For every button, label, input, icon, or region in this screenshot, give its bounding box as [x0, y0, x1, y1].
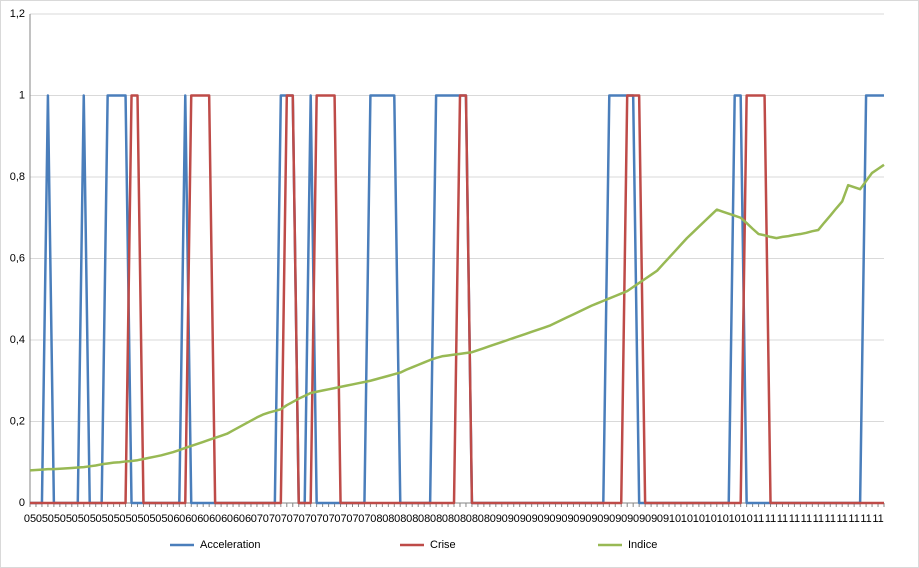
y-tick-label: 0,2	[10, 415, 25, 427]
x-tick-label: 06	[227, 513, 239, 525]
series-line	[30, 94, 884, 505]
x-tick-label: 05	[143, 513, 155, 525]
x-tick-label: 11	[789, 513, 800, 525]
x-tick-label: 07	[299, 513, 311, 525]
x-tick-label: 06	[215, 513, 227, 525]
x-tick-label: 05	[24, 513, 36, 525]
x-tick-label: 06	[203, 513, 215, 525]
x-tick-label: 07	[263, 513, 275, 525]
y-tick-label: 0,6	[10, 252, 25, 264]
x-tick-label: 08	[370, 513, 382, 525]
x-tick-label: 09	[573, 513, 585, 525]
series-line	[29, 163, 885, 472]
x-tick-label: 06	[179, 513, 191, 525]
x-tick-label: 05	[119, 513, 131, 525]
legend-label: Crise	[430, 539, 456, 551]
y-tick-label: 1	[19, 89, 25, 101]
x-tick-label: 05	[107, 513, 119, 525]
x-tick-label: 08	[406, 513, 418, 525]
x-tick-label: 11	[825, 513, 836, 525]
x-tick-label: 08	[466, 513, 478, 525]
x-tick-label: 08	[478, 513, 490, 525]
x-tick-label: 09	[645, 513, 657, 525]
x-tick-label: 07	[358, 513, 370, 525]
legend-label: Indice	[628, 539, 657, 551]
x-tick-label: 11	[765, 513, 776, 525]
x-tick-label: 06	[167, 513, 179, 525]
x-tick-label: 10	[729, 513, 741, 525]
x-tick-label: 09	[609, 513, 621, 525]
x-tick-label: 07	[346, 513, 358, 525]
x-tick-label: 08	[454, 513, 466, 525]
x-tick-label: 11	[777, 513, 788, 525]
x-tick-label: 09	[585, 513, 597, 525]
x-tick-label: 11	[813, 513, 824, 525]
x-tick-label: 09	[526, 513, 538, 525]
x-tick-label: 09	[621, 513, 633, 525]
x-tick-label: 10	[693, 513, 705, 525]
x-tick-label: 11	[836, 513, 847, 525]
x-tick-label: 09	[561, 513, 573, 525]
x-tick-label: 07	[251, 513, 263, 525]
x-tick-label: 06	[239, 513, 251, 525]
x-tick-label: 05	[131, 513, 143, 525]
x-tick-label: 09	[490, 513, 502, 525]
x-tick-label: 05	[155, 513, 167, 525]
x-tick-label: 11	[860, 513, 871, 525]
x-tick-label: 09	[537, 513, 549, 525]
x-tick-label: 08	[382, 513, 394, 525]
x-tick-label: 08	[394, 513, 406, 525]
y-tick-label: 0,4	[10, 334, 25, 346]
x-tick-label: 10	[717, 513, 729, 525]
x-tick-label: 05	[60, 513, 72, 525]
x-tick-label: 11	[753, 513, 764, 525]
x-tick-label: 05	[72, 513, 84, 525]
y-tick-label: 1,2	[10, 8, 25, 20]
x-tick-label: 09	[597, 513, 609, 525]
x-tick-label: 09	[633, 513, 645, 525]
x-tick-label: 05	[48, 513, 60, 525]
x-tick-label: 07	[334, 513, 346, 525]
x-tick-label: 11	[848, 513, 859, 525]
x-tick-label: 09	[514, 513, 526, 525]
x-tick-label: 07	[275, 513, 287, 525]
y-tick-label: 0	[19, 497, 25, 509]
x-tick-label: 08	[442, 513, 454, 525]
x-tick-label: 10	[705, 513, 717, 525]
legend-label: Acceleration	[200, 539, 261, 551]
x-tick-label: 11	[872, 513, 883, 525]
x-tick-label: 10	[741, 513, 753, 525]
x-tick-label: 07	[322, 513, 334, 525]
x-tick-label: 08	[430, 513, 442, 525]
x-tick-label: 05	[84, 513, 96, 525]
x-tick-label: 07	[287, 513, 299, 525]
x-tick-label: 08	[418, 513, 430, 525]
x-tick-label: 10	[681, 513, 693, 525]
x-tick-label: 05	[36, 513, 48, 525]
x-tick-label: 05	[96, 513, 108, 525]
x-tick-label: 11	[801, 513, 812, 525]
x-tick-label: 09	[549, 513, 561, 525]
x-tick-label: 06	[191, 513, 203, 525]
x-tick-label: 10	[669, 513, 681, 525]
x-tick-label: 07	[311, 513, 323, 525]
y-tick-label: 0,8	[10, 171, 25, 183]
x-tick-label: 09	[502, 513, 514, 525]
x-tick-label: 09	[657, 513, 669, 525]
